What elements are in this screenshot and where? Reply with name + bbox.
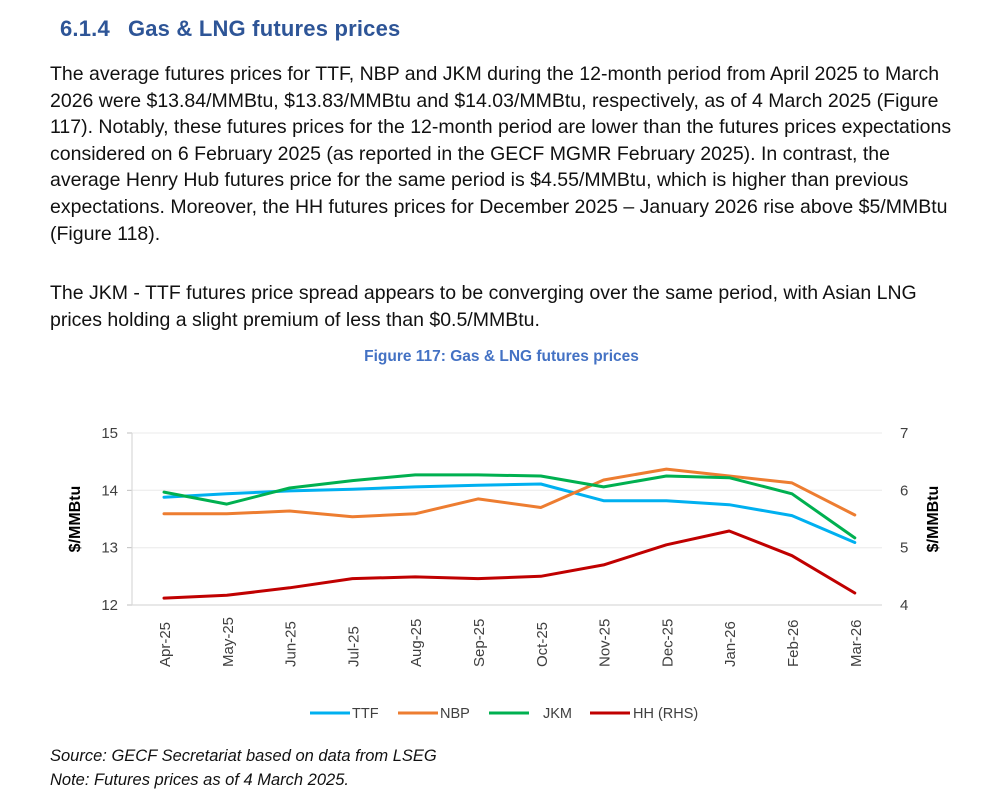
section-heading: 6.1.4 Gas & LNG futures prices (60, 16, 400, 42)
x-tick-label: Jun-25 (283, 621, 300, 667)
y2-tick-label: 7 (900, 425, 908, 442)
tick-labels: 12 13 14 15 4 5 6 7 Apr-25 May-25 Jun-25 Jul-25 Aug-… (101, 425, 908, 667)
x-tick-label: Nov-25 (597, 619, 614, 667)
legend-label: JKM (543, 706, 572, 722)
x-tick-label: Apr-25 (157, 622, 174, 667)
legend-label: NBP (440, 706, 470, 722)
figure-title: Figure 117: Gas & LNG futures prices (364, 348, 639, 365)
paragraph-futures-averages: The average futures prices for TTF, NBP … (50, 63, 952, 245)
y-axis-label-left: $/MMBtu (67, 486, 84, 553)
series-line-jkm (162, 473, 857, 540)
y-tick-label: 12 (101, 597, 118, 614)
x-tick-label: May-25 (220, 617, 237, 667)
y2-tick-label: 5 (900, 540, 908, 557)
x-tick-label: Feb-26 (785, 619, 802, 667)
x-tick-label: Sep-25 (471, 619, 488, 667)
x-tick-label: Oct-25 (534, 622, 551, 667)
x-tick-label: Dec-25 (659, 619, 676, 667)
series-line-hh-rhs (162, 529, 857, 600)
series-line-nbp (162, 467, 857, 519)
x-tick-label: Aug-25 (408, 619, 425, 667)
x-tick-label: Mar-26 (848, 619, 865, 667)
x-tick-label: Jan-26 (722, 621, 739, 667)
gridlines (132, 432, 882, 606)
legend-label: TTF (352, 706, 379, 722)
source-note: Source: GECF Secretariat based on data f… (50, 747, 437, 765)
y2-tick-label: 4 (900, 597, 908, 614)
series-lines (162, 467, 857, 600)
legend-label: HH (RHS) (633, 706, 698, 722)
paragraph-spread: The JKM - TTF futures price spread appea… (50, 282, 917, 331)
date-note: Note: Futures prices as of 4 March 2025. (50, 771, 349, 789)
section-title: Gas & LNG futures prices (127, 16, 401, 41)
y-tick-label: 15 (101, 425, 118, 442)
legend: TTF NBP JKM HH (RHS) (310, 706, 698, 722)
y-axis-label-right: $/MMBtu (925, 486, 942, 553)
y-tick-label: 14 (101, 482, 118, 499)
section-number: 6.1.4 (60, 16, 110, 41)
y2-tick-label: 6 (900, 482, 908, 499)
x-tick-label: Jul-25 (345, 626, 362, 667)
y-tick-label: 13 (101, 540, 118, 557)
axes (127, 432, 133, 606)
